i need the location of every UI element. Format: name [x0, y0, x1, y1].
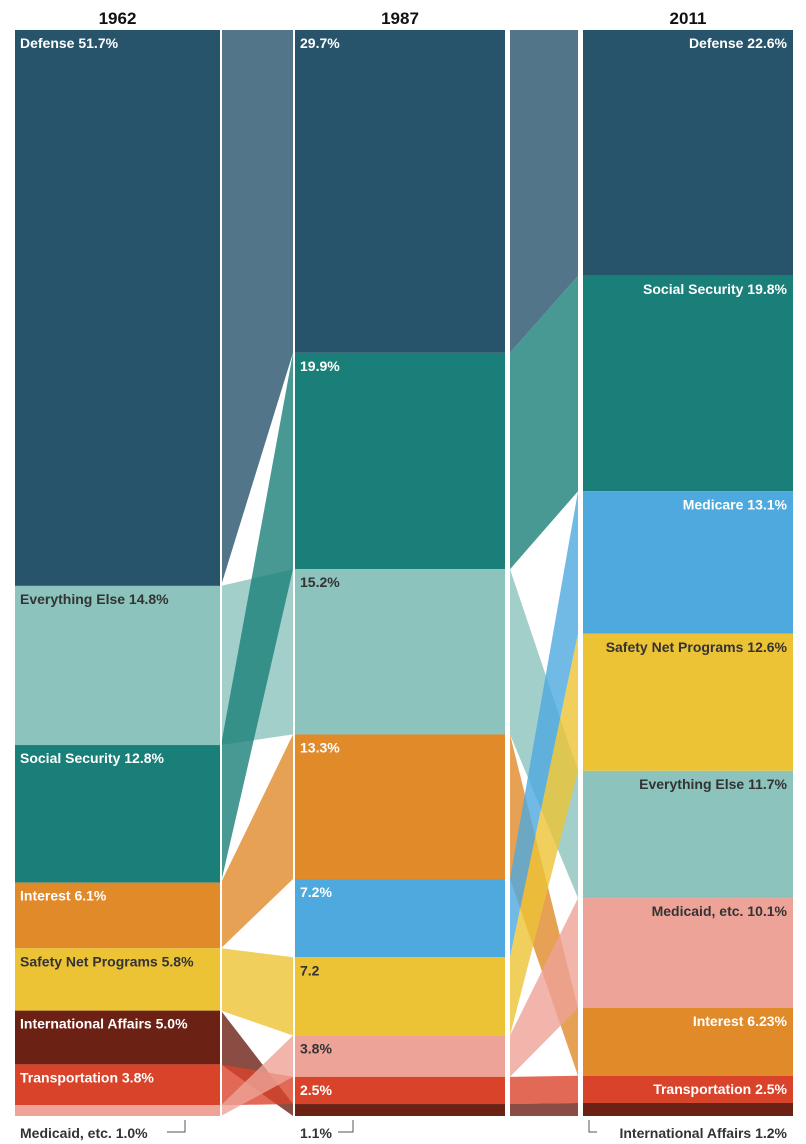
bar-1962-international-affairs: [15, 1010, 220, 1065]
year-header-1987: 1987: [381, 9, 419, 28]
label-1962-safety-net-programs: Safety Net Programs 5.8%: [20, 953, 194, 969]
label-1987-interest: 13.3%: [300, 739, 340, 755]
bar-2011-defense: [583, 30, 793, 276]
label-1962-transportation: Transportation 3.8%: [20, 1069, 154, 1085]
bar-1987-transportation: [295, 1076, 505, 1105]
label-1962-interest: Interest 6.1%: [20, 888, 107, 904]
label-2011-international-affairs: International Affairs 1.2%: [619, 1125, 787, 1141]
label-2011-social-security: Social Security 19.8%: [643, 281, 788, 297]
flow-social-security-1962-1987: [221, 352, 293, 883]
bar-1987-international-affairs: [295, 1104, 505, 1116]
year-header-1962: 1962: [99, 9, 137, 28]
flow-medicaid-etc-1962-1987: [221, 1035, 293, 1116]
label-1987-social-security: 19.9%: [300, 358, 340, 374]
label-2011-medicaid-etc: Medicaid, etc. 10.1%: [652, 903, 788, 919]
year-headers: 1962 1987 2011: [99, 9, 707, 28]
bar-2011-everything-else: [583, 770, 793, 899]
label-2011-interest: Interest 6.23%: [693, 1013, 788, 1029]
bar-2011-international-affairs: [583, 1102, 793, 1116]
leader-2011-international-affairs: [588, 1120, 597, 1133]
leader-1987-international-affairs: [338, 1120, 354, 1133]
leader-1962-medicaid-etc: [167, 1120, 186, 1133]
bar-1962-defense: [15, 30, 220, 586]
bar-2011-transportation: [583, 1075, 793, 1103]
label-1987-international-affairs: 1.1%: [300, 1125, 332, 1141]
label-1962-everything-else: Everything Else 14.8%: [20, 591, 169, 607]
flow-bands: [221, 30, 578, 1116]
flow-transportation-1987-2011: [510, 1075, 578, 1105]
flow-medicaid-etc-1987-2011: [510, 898, 578, 1077]
flow-interest-1962-1987: [221, 734, 293, 949]
segment-labels: Defense 51.7% Everything Else 14.8% Social…: [20, 35, 788, 1141]
bar-2011-interest: [583, 1007, 793, 1076]
year-header-2011: 2011: [670, 9, 707, 28]
bar-1962-everything-else: [15, 585, 220, 746]
bar-1962-safety-net-programs: [15, 948, 220, 1011]
flow-defense-1987-2011: [510, 30, 578, 353]
bar-1987-interest: [295, 734, 505, 880]
flow-medicare-1987-2011: [510, 491, 578, 958]
bar-2011-medicaid-etc: [583, 898, 793, 1008]
flow-safety-net-programs-1987-2011: [510, 633, 578, 1036]
stacked-bars: [15, 30, 793, 1116]
bar-1987-social-security: [295, 352, 505, 570]
bar-1987-safety-net-programs: [295, 957, 505, 1036]
flow-social-security-1987-2011: [510, 275, 578, 570]
label-1987-medicare: 7.2%: [300, 884, 332, 900]
bar-1987-defense: [295, 30, 505, 353]
label-2011-defense: Defense 22.6%: [689, 35, 788, 51]
label-1962-social-security: Social Security 12.8%: [20, 750, 165, 766]
bar-1962-interest: [15, 882, 220, 949]
flow-safety-net-programs-1962-1987: [221, 948, 293, 1036]
bar-1987-medicare: [295, 879, 505, 958]
bar-1962-social-security: [15, 745, 220, 883]
label-1987-medicaid-etc: 3.8%: [300, 1041, 332, 1057]
label-1962-defense: Defense 51.7%: [20, 35, 119, 51]
label-2011-transportation: Transportation 2.5%: [653, 1081, 787, 1097]
label-1987-defense: 29.7%: [300, 35, 340, 51]
flow-international-affairs-1987-2011: [510, 1102, 578, 1116]
label-2011-everything-else: Everything Else 11.7%: [639, 776, 787, 792]
bar-1987-medicaid-etc: [295, 1035, 505, 1077]
bar-1987-everything-else: [295, 569, 505, 735]
bar-1962-medicaid-etc: [15, 1105, 220, 1116]
flow-defense-1962-1987: [221, 30, 293, 586]
label-1987-everything-else: 15.2%: [300, 574, 340, 590]
label-1987-safety-net-programs: 7.2: [300, 962, 320, 978]
label-2011-safety-net-programs: Safety Net Programs 12.6%: [606, 639, 788, 655]
bar-2011-medicare: [583, 491, 793, 634]
label-1962-international-affairs: International Affairs 5.0%: [20, 1016, 188, 1032]
label-1987-transportation: 2.5%: [300, 1082, 332, 1098]
label-2011-medicare: Medicare 13.1%: [683, 496, 788, 512]
bar-2011-social-security: [583, 275, 793, 492]
bar-2011-safety-net-programs: [583, 633, 793, 771]
bar-1962-transportation: [15, 1064, 220, 1106]
label-1962-medicaid-etc: Medicaid, etc. 1.0%: [20, 1125, 148, 1141]
